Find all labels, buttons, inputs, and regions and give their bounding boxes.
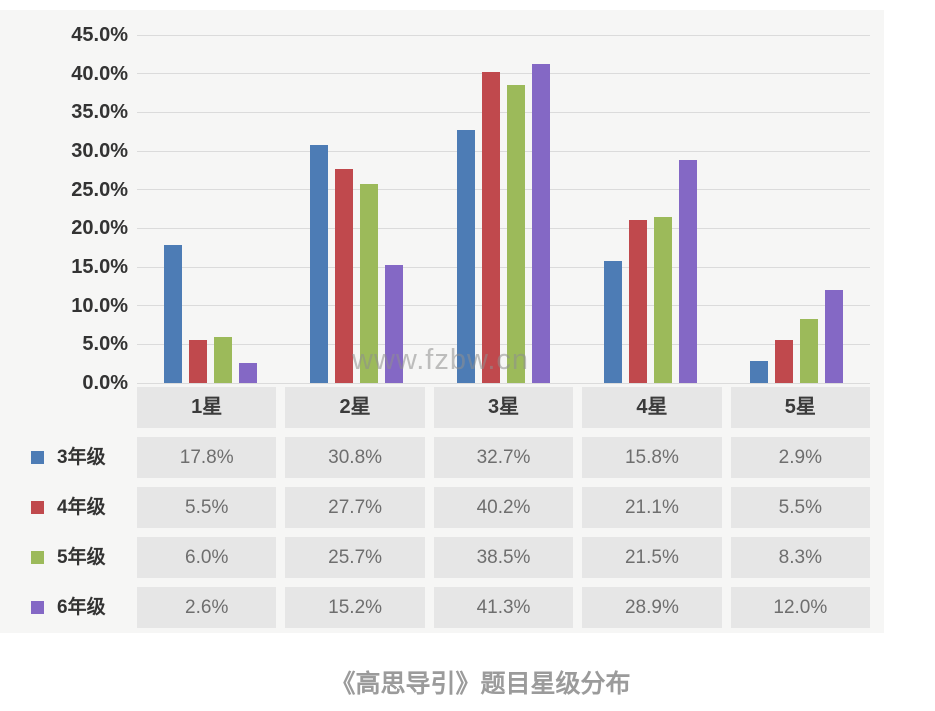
bar-3年级-3星 [456,130,475,383]
table-row-6年级: 6年级 2.6% 15.2% 41.3% 28.9% 12.0% [0,587,871,628]
category-header-cell: 2星 [285,387,425,428]
table-value-cell: 2.6% [137,587,277,628]
table-row-cells: 2.6% 15.2% 41.3% 28.9% 12.0% [137,587,871,628]
gridline [137,227,870,229]
y-axis-tick-label: 30.0% [71,140,128,162]
table-value-cell: 2.9% [730,437,871,478]
gridline [137,73,870,75]
y-axis-tick-label: 15.0% [71,256,128,278]
table-value-cell: 17.8% [137,437,277,478]
gridline [137,189,870,191]
table-value-cell: 8.3% [730,537,871,578]
y-axis-tick-label: 25.0% [71,178,128,201]
watermark: www.fzbw.cn [352,344,529,376]
gridline [137,34,870,36]
y-axis-tick-label: 35.0% [71,101,128,124]
bar-5年级-2星 [360,184,379,383]
bar-6年级-2星 [385,265,404,383]
legend-label: 6年级 [57,597,106,618]
table-value-cell: 21.1% [582,487,722,528]
bar-group-5星 [723,35,870,383]
bar-6年级-5星 [825,290,844,383]
legend-swatch-icon [31,501,44,514]
table-value-cell: 40.2% [433,487,574,528]
legend-swatch-icon [31,451,44,464]
table-value-cell: 21.5% [582,537,722,578]
table-value-cell: 5.5% [730,487,871,528]
table-value-cell: 15.8% [582,437,722,478]
table-row-cells: 17.8% 30.8% 32.7% 15.8% 2.9% [137,437,871,478]
legend-label: 5年级 [57,547,106,568]
bar-5年级-4星 [653,217,672,383]
y-axis-tick-label: 10.0% [71,294,128,317]
legend-swatch-icon [31,551,44,564]
bar-3年级-1星 [163,245,182,383]
y-axis-tick-label: 5.0% [82,333,128,356]
bar-group-1星 [137,35,284,383]
table-row-cells: 6.0% 25.7% 38.5% 21.5% 8.3% [137,537,871,578]
legend-item: 6年级 [0,587,137,628]
legend-item: 5年级 [0,537,137,578]
bar-5年级-3星 [506,85,525,383]
y-axis-tick-label: 45.0% [71,24,128,46]
category-header-row: 1星 2星 3星 4星 5星 [137,387,871,428]
table-row-cells: 5.5% 27.7% 40.2% 21.1% 5.5% [137,487,871,528]
bar-6年级-1星 [238,363,257,383]
gridline [137,150,870,152]
table-row-4年级: 4年级 5.5% 27.7% 40.2% 21.1% 5.5% [0,487,871,528]
category-header-cell: 5星 [730,387,871,428]
y-axis-tick-label: 40.0% [71,62,128,85]
category-header-cell: 3星 [433,387,574,428]
category-header-cell: 1星 [137,387,277,428]
table-value-cell: 5.5% [137,487,277,528]
table-value-cell: 30.8% [285,437,425,478]
bar-4年级-4星 [628,220,647,383]
table-row-5年级: 5年级 6.0% 25.7% 38.5% 21.5% 8.3% [0,537,871,578]
bar-6年级-3星 [531,64,550,383]
y-axis-tick-label: 0.0% [82,372,128,394]
bar-3年级-4星 [603,261,622,383]
bar-4年级-5星 [775,340,794,383]
bar-6年级-4星 [678,160,697,383]
bar-5年级-5星 [800,319,819,383]
legend-swatch-icon [31,601,44,614]
bar-group-4星 [577,35,724,383]
gridline [137,343,870,345]
table-value-cell: 38.5% [433,537,574,578]
y-axis-tick-label: 20.0% [71,217,128,240]
bar-3年级-2星 [310,145,329,383]
legend-label: 3年级 [57,447,106,468]
bar-5年级-1星 [213,337,232,383]
legend-item: 4年级 [0,487,137,528]
bar-group-2星 [284,35,431,383]
gridline [137,111,870,113]
bar-4年级-1星 [188,340,207,383]
gridline [137,266,870,268]
table-value-cell: 27.7% [285,487,425,528]
table-value-cell: 41.3% [433,587,574,628]
bar-3年级-5星 [750,361,769,383]
bar-4年级-3星 [481,72,500,383]
chart-panel: 45.0% 40.0% 35.0% 30.0% 25.0% 20.0% 15.0% 10.0%… [0,10,884,633]
table-value-cell: 15.2% [285,587,425,628]
bar-4年级-2星 [335,169,354,383]
gridline [137,305,870,307]
table-value-cell: 28.9% [582,587,722,628]
bar-group-3星 [430,35,577,383]
gridline [137,382,870,384]
legend-label: 4年级 [57,497,106,518]
table-value-cell: 25.7% [285,537,425,578]
table-value-cell: 6.0% [137,537,277,578]
category-header-cell: 4星 [582,387,722,428]
table-value-cell: 12.0% [730,587,871,628]
chart-caption: 《高思导引》题目星级分布 [330,670,631,698]
legend-item: 3年级 [0,437,137,478]
table-value-cell: 32.7% [433,437,574,478]
table-row-3年级: 3年级 17.8% 30.8% 32.7% 15.8% 2.9% [0,437,871,478]
